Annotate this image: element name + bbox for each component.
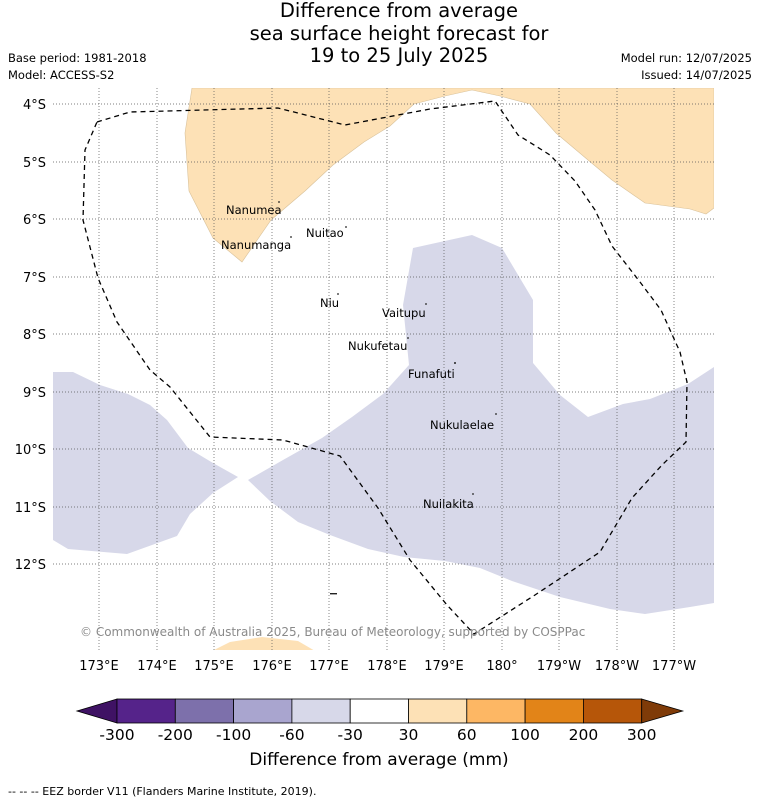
lon-label: 174°E: [137, 659, 177, 674]
negative-anomaly-region-west: [53, 372, 238, 554]
place-nukulaelae: Nukulaelae: [430, 418, 494, 432]
place-nanumanga: Nanumanga: [221, 238, 291, 252]
colorbar-tick-label: 60: [457, 726, 477, 744]
colorbar-cell: [408, 698, 468, 724]
colorbar-cell: [233, 698, 293, 724]
lon-label: 178°E: [367, 659, 407, 674]
lat-label: 8°S: [23, 328, 46, 343]
lon-label: 178°W: [595, 659, 639, 674]
lat-label: 6°S: [23, 213, 46, 228]
colorbar-tick-label: -100: [216, 726, 251, 744]
place-funafuti: Funafuti: [408, 367, 455, 381]
colorbar-cell: [349, 698, 409, 724]
islands: [278, 201, 497, 595]
colorbar: -300 -200 -100 -60 -30 30 60 100 200 300: [75, 698, 685, 744]
colorbar-tick-label: 100: [510, 726, 540, 744]
positive-anomaly-region-south: [214, 637, 314, 650]
colorbar-tick-label: -30: [338, 726, 363, 744]
place-labels: Nanumea Nuitao Nanumanga Niu Vaitupu Nuk…: [221, 203, 494, 511]
colorbar-tick-label: 200: [569, 726, 599, 744]
lon-label: 176°E: [252, 659, 292, 674]
lon-label: 180°: [486, 659, 517, 674]
place-nuilakita: Nuilakita: [423, 497, 474, 511]
eez-legend-note: -- -- -- EEZ border V11 (Flanders Marine…: [8, 785, 317, 798]
issued-label: Issued: 14/07/2025: [641, 68, 752, 82]
map-area: [53, 88, 714, 650]
title-line-2: sea surface height forecast for: [249, 21, 549, 45]
colorbar-tick-label: -200: [158, 726, 193, 744]
chart-title: Difference from average sea surface heig…: [0, 0, 758, 68]
colorbar-tick-label: -60: [279, 726, 304, 744]
header-left: Base period: 1981-2018 Model: ACCESS-S2: [8, 50, 147, 84]
lat-label: 7°S: [23, 271, 46, 286]
colorbar-tick-label: -300: [99, 726, 134, 744]
title-line-3: 19 to 25 July 2025: [309, 44, 489, 67]
positive-anomaly-region-north: [184, 88, 714, 263]
longitude-labels: 173°E 174°E 175°E 176°E 177°E 178°E 179°E 180° 1…: [79, 659, 696, 674]
copyright-notice: © Commonwealth of Australia 2025, Bureau…: [80, 625, 585, 639]
lat-label: 11°S: [15, 501, 46, 516]
colorbar-extend-low: [75, 698, 118, 724]
latitude-labels: 4°S 5°S 6°S 7°S 8°S 9°S 10°S 11°S 12°S: [15, 98, 46, 573]
graticule: [53, 88, 714, 650]
colorbar-cell: [291, 698, 351, 724]
lat-label: 12°S: [15, 558, 46, 573]
colorbar-tick-label: 300: [627, 726, 657, 744]
lon-label: 179°W: [537, 659, 581, 674]
colorbar-tick-label: 30: [399, 726, 419, 744]
place-nukufetau: Nukufetau: [348, 339, 407, 353]
title-line-1: Difference from average: [279, 0, 519, 22]
lat-label: 5°S: [23, 156, 46, 171]
eez-border: [82, 100, 688, 635]
lat-label: 9°S: [23, 386, 46, 401]
lat-label: 4°S: [23, 98, 46, 113]
place-vaitupu: Vaitupu: [382, 306, 426, 320]
place-niu: Niu: [320, 296, 339, 310]
colorbar-cell: [174, 698, 235, 724]
colorbar-cell: [116, 698, 176, 724]
colorbar-cell: [466, 698, 526, 724]
place-nanumea: Nanumea: [226, 203, 282, 217]
lon-label: 175°E: [194, 659, 234, 674]
lon-label: 173°E: [79, 659, 119, 674]
colorbar-label: Difference from average (mm): [249, 750, 509, 770]
lon-label: 177°W: [652, 659, 696, 674]
place-nuitao: Nuitao: [306, 226, 344, 240]
lon-label: 179°E: [424, 659, 464, 674]
model-label: Model: ACCESS-S2: [8, 68, 115, 82]
negative-anomaly-region-east: [248, 235, 714, 614]
base-period-label: Base period: 1981-2018: [8, 51, 147, 65]
lon-label: 177°E: [309, 659, 349, 674]
header-right: Model run: 12/07/2025 Issued: 14/07/2025: [621, 50, 752, 84]
model-run-label: Model run: 12/07/2025: [620, 51, 752, 65]
lat-label: 10°S: [15, 443, 46, 458]
colorbar-cell: [583, 698, 643, 724]
colorbar-extend-high: [641, 698, 685, 724]
colorbar-cell: [524, 698, 584, 724]
colorbar-ticks: -300 -200 -100 -60 -30 30 60 100 200 300: [99, 726, 656, 744]
